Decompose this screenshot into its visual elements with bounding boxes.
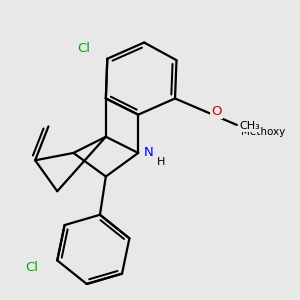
Text: O: O: [211, 105, 222, 118]
Text: N: N: [143, 146, 153, 159]
Text: Methoxy: Methoxy: [241, 127, 286, 137]
Text: Cl: Cl: [77, 42, 90, 55]
Text: CH₃: CH₃: [240, 122, 261, 131]
Text: H: H: [157, 158, 165, 167]
Text: Cl: Cl: [26, 261, 39, 274]
